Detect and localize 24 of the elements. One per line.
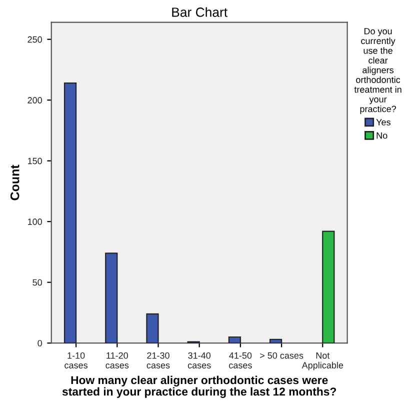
bar: [146, 313, 159, 344]
y-axis-title: Count: [10, 164, 20, 200]
text: Do you currently use the clear aligners orthodontic treatment in your practice?: [354, 28, 402, 114]
y-tick-label: 0: [38, 340, 42, 346]
y-tick-label: 150: [28, 158, 42, 164]
y-tick-label: 250: [28, 36, 42, 43]
bar: [64, 82, 77, 344]
x-tick-label: 21-30 cases: [146, 352, 170, 368]
y-tick-label: 100: [28, 218, 42, 225]
chart-title: Bar Chart: [172, 7, 228, 17]
x-tick-label: 11-20 cases: [106, 352, 129, 368]
x-tick-label: 41-50 cases: [229, 352, 252, 368]
x-tick-label: 1-10 cases: [64, 352, 88, 368]
bar: [105, 252, 118, 344]
legend-label: No: [376, 132, 388, 139]
bar: [269, 338, 282, 344]
y-tick-label: 200: [28, 97, 42, 104]
y-tick-label: 50: [32, 279, 42, 286]
bar: [228, 336, 241, 344]
x-tick-label: > 50 cases: [260, 352, 304, 359]
legend-label: Yes: [376, 119, 390, 126]
x-tick-label: 31-40 cases: [188, 352, 211, 368]
x-axis-title: How many clear aligner orthodontic cases were started in your practice during the last 12 months?: [62, 376, 336, 398]
bar: [322, 230, 335, 344]
